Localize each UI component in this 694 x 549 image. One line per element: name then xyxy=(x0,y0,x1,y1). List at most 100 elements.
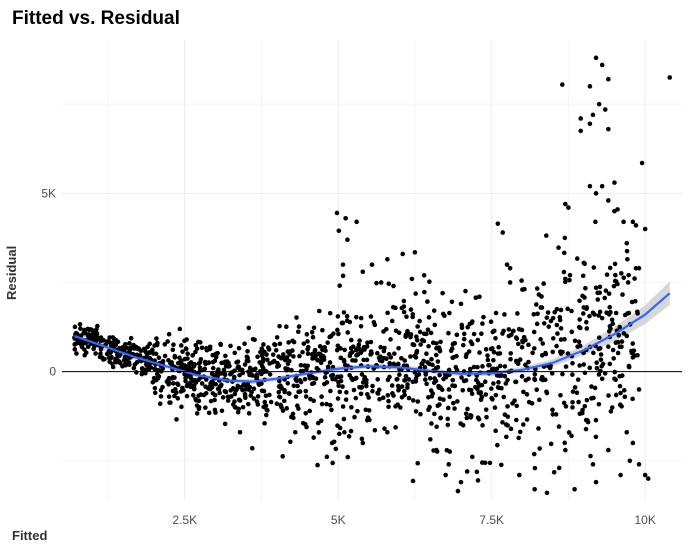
data-point xyxy=(593,55,599,61)
data-point xyxy=(569,308,574,314)
data-point xyxy=(524,392,530,397)
data-point xyxy=(194,403,200,408)
data-point xyxy=(615,207,620,212)
data-point xyxy=(612,376,617,382)
data-point xyxy=(134,370,139,375)
data-point xyxy=(409,276,415,282)
data-point xyxy=(322,345,328,350)
data-point xyxy=(584,319,589,325)
data-point xyxy=(582,295,587,300)
data-point xyxy=(560,371,565,377)
data-point xyxy=(591,350,596,356)
data-point xyxy=(223,363,229,369)
data-point xyxy=(445,416,451,422)
data-point xyxy=(483,347,489,352)
data-point xyxy=(284,324,289,330)
data-point xyxy=(267,372,273,377)
data-point xyxy=(596,335,602,340)
data-point xyxy=(400,251,405,257)
data-point xyxy=(585,418,590,423)
data-point xyxy=(408,334,413,340)
data-point xyxy=(346,434,352,439)
data-point xyxy=(530,350,535,356)
data-point xyxy=(580,407,585,413)
data-point xyxy=(236,345,242,351)
data-point xyxy=(532,376,537,382)
data-point xyxy=(438,339,443,345)
data-point xyxy=(446,330,451,336)
data-point xyxy=(339,320,345,326)
data-point xyxy=(558,392,563,398)
data-point xyxy=(437,348,443,354)
data-point xyxy=(541,321,547,326)
data-point xyxy=(502,364,508,369)
data-point xyxy=(196,339,201,345)
data-point xyxy=(297,389,303,394)
data-point xyxy=(629,299,635,305)
data-point xyxy=(360,440,366,446)
x-tick-label: 10K xyxy=(634,513,655,527)
data-point xyxy=(335,314,341,319)
data-point xyxy=(468,412,473,418)
data-point xyxy=(484,414,489,420)
data-point xyxy=(405,382,410,387)
data-point xyxy=(243,387,248,392)
data-point xyxy=(414,350,419,356)
data-point xyxy=(461,336,467,342)
data-point xyxy=(427,375,433,381)
data-point xyxy=(385,429,390,435)
data-point xyxy=(558,337,564,342)
data-point xyxy=(455,399,460,404)
data-point xyxy=(391,393,396,398)
data-point xyxy=(406,377,412,382)
data-point xyxy=(210,381,215,386)
data-point xyxy=(497,363,503,369)
data-point xyxy=(543,350,548,356)
data-point xyxy=(83,340,88,346)
data-point xyxy=(325,364,331,370)
data-point xyxy=(178,343,184,348)
data-point xyxy=(433,378,439,384)
x-tick-label: 2.5K xyxy=(172,513,197,527)
data-point xyxy=(575,377,581,382)
data-point xyxy=(222,421,228,427)
data-point xyxy=(624,248,630,254)
data-point xyxy=(576,399,581,405)
data-point xyxy=(329,440,335,446)
data-point xyxy=(520,287,525,292)
data-point xyxy=(410,478,416,484)
data-point xyxy=(422,364,428,370)
data-point xyxy=(153,376,158,382)
data-point xyxy=(109,355,114,361)
data-point xyxy=(259,388,265,394)
data-point xyxy=(588,453,593,459)
data-point xyxy=(581,260,587,266)
data-point xyxy=(334,210,340,216)
data-point xyxy=(215,386,221,392)
data-point xyxy=(337,283,342,288)
data-point xyxy=(408,354,413,359)
data-point xyxy=(246,411,252,416)
data-point xyxy=(597,290,602,296)
data-point xyxy=(611,283,617,289)
data-point xyxy=(519,374,525,379)
data-point xyxy=(228,343,233,349)
data-point xyxy=(92,333,98,338)
data-point xyxy=(455,488,461,494)
data-point xyxy=(303,410,309,416)
data-point xyxy=(428,330,434,336)
data-point xyxy=(260,359,266,364)
data-point xyxy=(331,331,336,336)
data-point xyxy=(79,344,85,350)
data-point xyxy=(127,347,133,353)
data-point xyxy=(482,460,488,466)
data-point xyxy=(526,376,531,382)
data-point xyxy=(437,372,442,378)
data-point xyxy=(449,299,455,305)
data-point xyxy=(469,391,475,397)
data-point xyxy=(451,400,456,406)
data-point xyxy=(493,392,499,398)
data-point xyxy=(374,350,380,356)
data-point xyxy=(511,328,516,334)
data-point xyxy=(589,396,594,401)
